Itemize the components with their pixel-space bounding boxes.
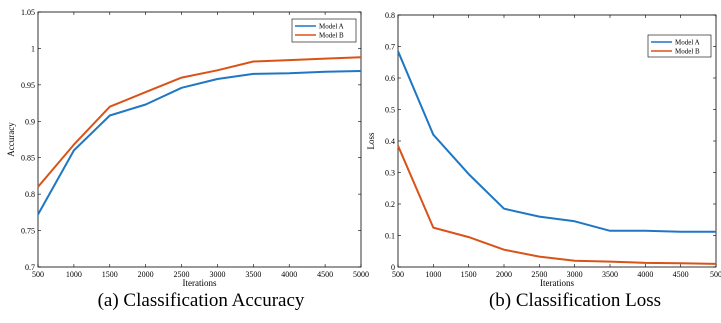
x-tick-label: 2500	[174, 270, 190, 279]
x-tick-label: 1500	[102, 270, 118, 279]
legend-box	[291, 18, 357, 43]
y-tick-label: 0.6	[385, 74, 395, 83]
legend-label: Model B	[675, 48, 700, 56]
x-tick-label: 4000	[281, 270, 297, 279]
x-tick-label: 500	[710, 270, 721, 279]
y-tick-label: 1.05	[21, 8, 35, 17]
panel-caption: (b) Classification Loss	[489, 290, 661, 311]
x-tick-label: 2000	[496, 270, 512, 279]
y-tick-label: 0.95	[21, 81, 35, 90]
y-axis-label: Accuracy	[6, 122, 16, 157]
series-line-model-b	[37, 56, 362, 188]
legend-label: Model A	[319, 23, 344, 31]
x-tick-label: 3000	[567, 270, 583, 279]
y-tick-label: 0.2	[385, 200, 395, 209]
y-tick-label: 0.75	[21, 227, 35, 236]
y-tick-label: 0.1	[385, 232, 395, 241]
y-tick-label: 0	[391, 263, 395, 272]
x-tick-label: 1000	[425, 270, 441, 279]
x-tick-label: 500	[32, 270, 44, 279]
x-axis-label: Iterations	[183, 278, 217, 288]
y-tick-label: 1	[31, 44, 35, 53]
x-tick-label: 2000	[138, 270, 154, 279]
x-tick-label: 5000	[353, 270, 369, 279]
x-tick-label: 3500	[602, 270, 618, 279]
panel-caption: (a) Classification Accuracy	[98, 290, 305, 311]
chart-panel-loss: 500 1000 1500 2000 2500 3000 3500 4000 4500 50000…	[366, 11, 721, 311]
x-axis-label: Iterations	[540, 278, 574, 288]
y-tick-label: 0.8	[25, 190, 35, 199]
x-tick-label: 500	[392, 270, 404, 279]
y-tick-label: 0.8	[385, 11, 395, 20]
x-tick-label: 3500	[245, 270, 261, 279]
y-tick-label: 0.3	[385, 169, 395, 178]
chart-panel-accuracy: 500 1000 1500 2000 2500 3000 3500 4000 4500 5000 0…	[6, 8, 369, 311]
y-tick-label: 0.9	[25, 117, 35, 126]
x-tick-label: 4500	[317, 270, 333, 279]
series-line-model-a	[37, 70, 362, 215]
x-tick-label: 1500	[461, 270, 477, 279]
legend-label: Model B	[319, 32, 344, 40]
y-tick-label: 0.7	[385, 43, 395, 52]
y-axis-label: Loss	[366, 132, 376, 150]
x-tick-label: 4000	[637, 270, 653, 279]
x-tick-label: 4500	[673, 270, 689, 279]
x-tick-label: 1000	[66, 270, 82, 279]
series-line-model-b	[397, 145, 717, 265]
y-tick-label: 0.7	[25, 263, 35, 272]
x-tick-label: 3000	[209, 270, 225, 279]
series-line-model-a	[397, 50, 716, 233]
plot-frame	[37, 11, 362, 268]
x-tick-label: 2500	[531, 270, 547, 279]
y-tick-label: 0.5	[385, 106, 395, 115]
y-tick-label: 0.4	[385, 137, 395, 146]
y-tick-label: 0.85	[21, 154, 35, 163]
legend-label: Model A	[675, 39, 700, 47]
